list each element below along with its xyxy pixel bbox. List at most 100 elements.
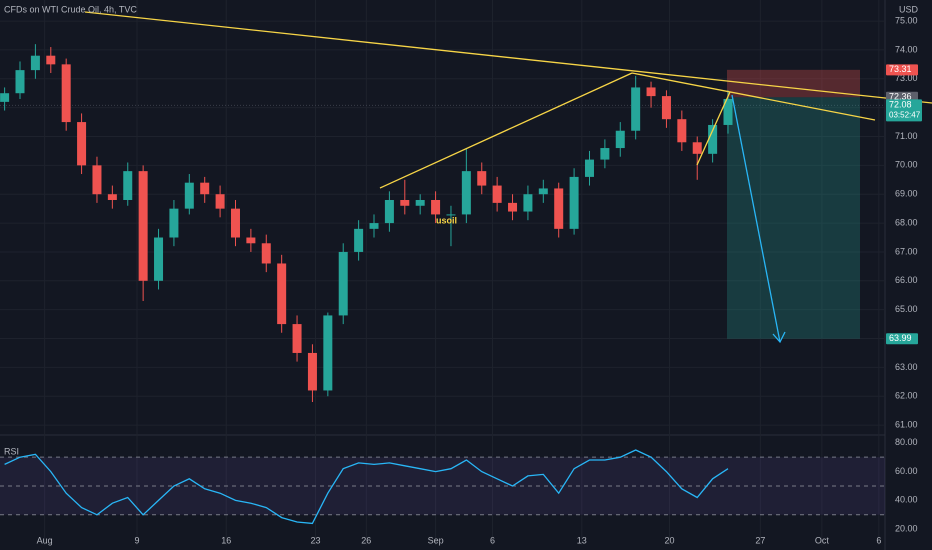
rsi-label: RSI (4, 446, 19, 456)
candle-body (215, 194, 225, 209)
last-label: 72.08 (889, 100, 912, 110)
candle-body (169, 208, 179, 238)
entry-label: 72.36 (889, 92, 912, 102)
chart-title: CFDs on WTI Crude Oil, 4h, TVC (4, 4, 137, 14)
rsi-tick-label: 80.00 (895, 437, 918, 447)
candle-body (554, 188, 564, 229)
candle-body (631, 87, 641, 131)
stop-label: 73.31 (889, 64, 912, 74)
candle-body (477, 171, 487, 186)
candle-body (661, 96, 671, 120)
candle-body (15, 70, 25, 94)
rsi-tick-label: 40.00 (895, 495, 918, 505)
last-label-bg (886, 99, 922, 122)
y-tick-label: 74.00 (895, 44, 918, 54)
y-tick-label: 67.00 (895, 246, 918, 256)
candle-body (0, 93, 10, 102)
candle-body (246, 237, 256, 244)
x-tick-label: 20 (665, 535, 675, 545)
x-tick-label: Oct (815, 535, 830, 545)
candle-body (354, 228, 364, 252)
countdown: 03:52:47 (889, 110, 921, 119)
candle-body (646, 87, 656, 97)
x-tick-label: Aug (37, 535, 53, 545)
y-tick-label: 75.00 (895, 15, 918, 25)
candle-body (61, 64, 71, 123)
candle-body (307, 352, 317, 391)
target-label: 63.99 (889, 333, 912, 343)
candle-body (708, 124, 718, 154)
y-tick-label: 66.00 (895, 275, 918, 285)
x-tick-label: 23 (311, 535, 321, 545)
candle-body (600, 148, 610, 160)
x-tick-label: 6 (490, 535, 495, 545)
candle-body (431, 199, 441, 215)
trend-line (696, 91, 731, 166)
y-tick-label: 62.00 (895, 391, 918, 401)
candle-body (184, 182, 194, 209)
y-tick-label: 73.00 (895, 73, 918, 83)
x-tick-label: 27 (755, 535, 765, 545)
candle-body (538, 188, 548, 195)
y-tick-label: 71.00 (895, 131, 918, 141)
x-tick-label: 13 (577, 535, 587, 545)
candle-body (323, 315, 333, 391)
rsi-tick-label: 20.00 (895, 524, 918, 534)
candle-body (615, 130, 625, 149)
y-tick-label: 69.00 (895, 189, 918, 199)
target-label-bg (886, 333, 918, 345)
x-tick-label: Sep (428, 535, 444, 545)
candle-body (200, 182, 210, 195)
candle-body (461, 171, 471, 215)
y-tick-label: 70.00 (895, 160, 918, 170)
candle-body (492, 185, 502, 203)
candle-body (508, 202, 518, 212)
trend-line (84, 11, 932, 104)
y-tick-label: 65.00 (895, 304, 918, 314)
candle-body (154, 237, 164, 281)
candle-body (123, 171, 133, 200)
candle-body (338, 251, 348, 316)
currency: USD (899, 4, 919, 14)
annotation: usoil (436, 215, 457, 225)
trend-line (379, 72, 633, 189)
arrow-line (731, 94, 781, 343)
target-zone (727, 97, 860, 339)
y-tick-label: 63.00 (895, 362, 918, 372)
candle-body (569, 176, 579, 229)
rsi-line (4, 449, 729, 525)
candle-body (369, 223, 379, 229)
candle-body (230, 208, 240, 238)
x-tick-label: 6 (876, 535, 881, 545)
x-tick-label: 26 (361, 535, 371, 545)
rsi-tick-label: 60.00 (895, 466, 918, 476)
candle-body (292, 324, 302, 353)
x-tick-label: 9 (134, 535, 139, 545)
candle-body (92, 165, 102, 195)
candle-body (77, 122, 87, 166)
candle-body (692, 142, 702, 154)
candle-body (384, 199, 394, 224)
candle-body (523, 194, 533, 212)
candle-body (30, 55, 40, 71)
x-tick-label: 16 (221, 535, 231, 545)
candle-body (677, 119, 687, 143)
candle-body (261, 243, 271, 264)
candle-body (400, 199, 410, 206)
candle-body (107, 194, 117, 200)
candle-body (277, 263, 287, 325)
candle-body (46, 55, 56, 65)
y-tick-label: 61.00 (895, 419, 918, 429)
candle-body (446, 214, 456, 216)
projection-arrow (731, 94, 786, 344)
drawings (84, 11, 932, 189)
trend-line (631, 72, 876, 121)
candle-body (415, 199, 425, 206)
y-tick-label: 68.00 (895, 217, 918, 227)
arrow-head (772, 331, 786, 344)
candle-body (584, 159, 594, 177)
candle-body (138, 171, 148, 281)
candle-body (723, 98, 733, 125)
stop-label-bg (886, 64, 918, 76)
